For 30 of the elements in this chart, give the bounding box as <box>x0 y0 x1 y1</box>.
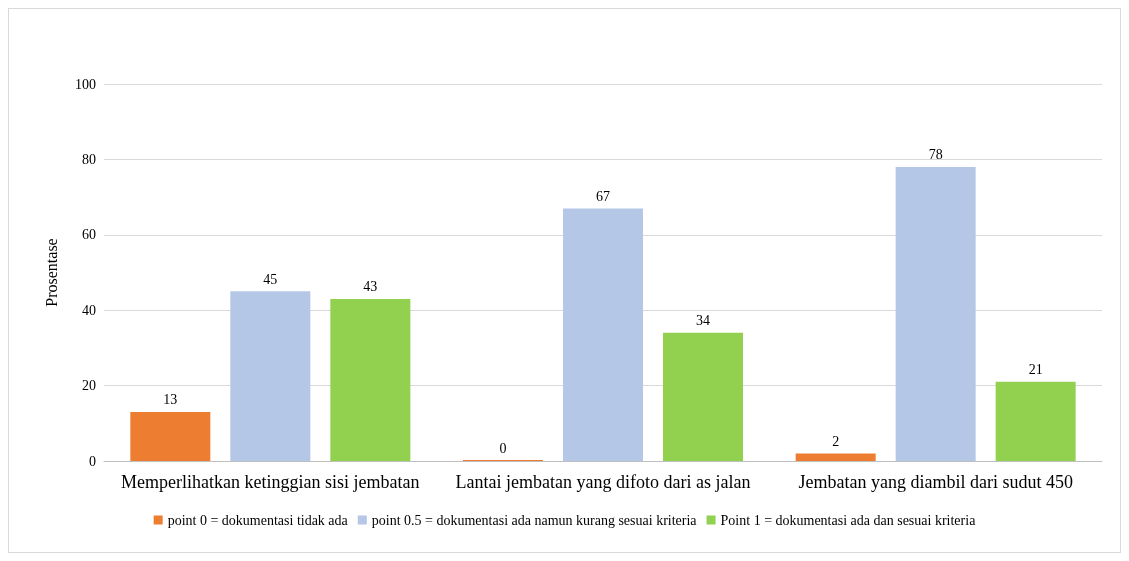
bar <box>330 298 411 461</box>
bar <box>130 411 211 461</box>
y-tick-label: 60 <box>82 227 96 243</box>
data-label: 2 <box>832 433 840 449</box>
y-tick-label: 0 <box>89 453 96 469</box>
y-tick-label: 100 <box>75 76 96 92</box>
data-label: 34 <box>696 313 710 329</box>
data-label: 0 <box>499 440 507 456</box>
y-tick-label: 80 <box>82 151 96 167</box>
bar <box>895 166 976 461</box>
data-label: 45 <box>263 271 278 287</box>
data-label: 13 <box>163 392 178 408</box>
data-label: 43 <box>363 279 378 295</box>
bar <box>230 291 311 461</box>
bar <box>795 453 876 461</box>
y-tick-label: 40 <box>82 302 96 318</box>
bar <box>663 332 743 461</box>
x-tick-label: Lantai jembatan yang difoto dari as jalan <box>455 472 751 492</box>
legend-label: point 0 = dokumentasi tidak ada <box>167 512 349 528</box>
bar <box>995 381 1076 461</box>
y-tick-label: 20 <box>82 378 96 394</box>
data-label: 78 <box>928 147 943 163</box>
bar <box>563 208 643 461</box>
legend-label: Point 1 = dokumentasi ada dan sesuai kriteria <box>720 512 977 528</box>
y-axis-title: Prosentase <box>42 238 60 307</box>
legend-label: point 0.5 = dokumentasi ada namun kurang sesuai kriteria <box>371 512 698 528</box>
x-tick-label: Memperlihatkan ketinggian sisi jembatan <box>121 472 420 492</box>
x-tick-label: Jembatan yang diambil dari sudut 450 <box>798 472 1073 492</box>
data-label: 67 <box>596 188 610 204</box>
data-label: 21 <box>1028 362 1043 378</box>
